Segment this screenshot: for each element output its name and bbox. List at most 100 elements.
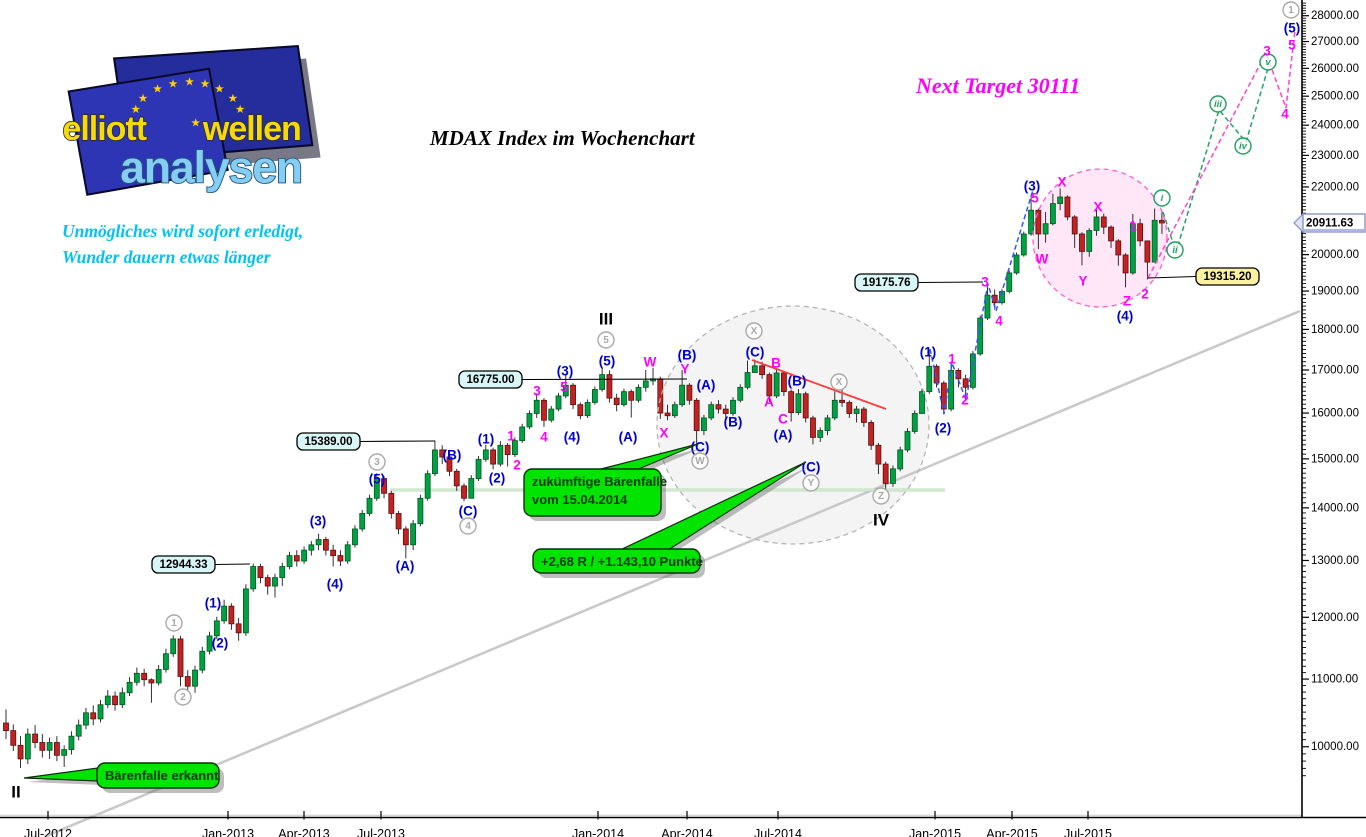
annotation-callout <box>532 548 701 574</box>
wave-label: iv <box>1239 141 1248 152</box>
slogan-line-1: Unmögliches wird sofort erledigt, <box>62 221 304 241</box>
candle <box>213 620 220 637</box>
wave-labels: (1)(2)12II(3)(4)3(5)(A)(B)(C)4(1)(2)1234… <box>11 1 1301 802</box>
candle <box>46 742 53 751</box>
candle <box>562 384 569 397</box>
candle <box>606 374 613 399</box>
candle <box>497 444 504 465</box>
wave-label: (A) <box>396 559 415 574</box>
candle <box>90 712 97 720</box>
wave-label: Z <box>878 491 884 502</box>
candle <box>119 692 126 706</box>
candle <box>1006 272 1013 292</box>
candle <box>32 733 38 743</box>
y-tick-label: 24000.00 <box>1311 120 1359 132</box>
candle <box>591 389 598 403</box>
next-target-label: Next Target 30111 <box>916 73 1081 98</box>
svg-text:★: ★ <box>228 93 238 105</box>
circled-wave-label <box>165 614 183 632</box>
x-tick-label: Jan-2014 <box>572 827 624 837</box>
candle <box>817 430 824 438</box>
circled-wave-label <box>745 322 763 340</box>
wave-label: 5 <box>560 380 568 395</box>
candle <box>410 523 417 546</box>
svg-text:★: ★ <box>138 93 148 105</box>
price-level-text: 19175.76 <box>863 277 911 289</box>
candle <box>875 444 882 465</box>
candle <box>722 408 729 414</box>
candle <box>831 399 838 419</box>
wave-label: 5 <box>603 335 609 346</box>
candle <box>461 485 467 499</box>
wave-label: W <box>695 456 705 467</box>
candle <box>882 463 889 484</box>
wave-label: (A) <box>774 428 793 443</box>
candle <box>984 294 991 319</box>
candle <box>846 402 853 414</box>
wave-label: X <box>659 426 668 441</box>
y-tick-label: 28000.00 <box>1311 10 1359 22</box>
candle <box>1028 209 1034 235</box>
wave-label: 2 <box>961 393 969 408</box>
candle <box>715 404 722 410</box>
wave-label: 1 <box>171 618 177 629</box>
wave-label: 3 <box>981 275 989 290</box>
candle <box>250 566 257 590</box>
candle <box>1042 223 1049 235</box>
annotation-callout <box>96 762 220 789</box>
candle <box>977 317 984 355</box>
candle <box>628 391 635 401</box>
candle <box>897 449 904 470</box>
candle <box>308 544 315 551</box>
candle <box>802 393 809 419</box>
candle <box>860 408 867 423</box>
candle <box>126 681 133 694</box>
wave-label: Y <box>680 362 689 377</box>
y-tick-label: 12000.00 <box>1311 612 1359 624</box>
callout-text: Bärenfalle erkannt <box>105 768 219 783</box>
candle <box>228 605 235 625</box>
candle <box>337 555 344 562</box>
candle <box>642 380 649 388</box>
candle <box>3 722 9 732</box>
wave-label: (B) <box>724 415 743 430</box>
svg-text:★: ★ <box>235 104 245 116</box>
trendline <box>43 309 1301 837</box>
x-tick-label: Apr-2014 <box>661 827 712 837</box>
candle <box>475 458 482 479</box>
candle <box>83 712 89 726</box>
svg-text:★: ★ <box>200 78 210 90</box>
candle <box>890 468 896 484</box>
y-tick-label: 20000.00 <box>1311 249 1359 261</box>
circled-wave-label <box>597 331 615 349</box>
y-tick-label: 14000.00 <box>1311 502 1359 514</box>
candle <box>512 440 518 456</box>
y-tick-label: 26000.00 <box>1311 63 1359 75</box>
price-level-text: 15389.00 <box>305 436 353 448</box>
green-dashed-path <box>1162 64 1270 255</box>
candle <box>1086 230 1093 252</box>
candle <box>933 365 940 384</box>
slogan-line-2: Wunder dauern etwas länger <box>62 247 271 267</box>
logo-word-wellen: wellen <box>202 110 301 148</box>
wave-label: 1 <box>1288 5 1294 16</box>
circled-wave-label <box>1153 189 1171 207</box>
wave-label: (1) <box>205 596 222 611</box>
candle <box>1137 223 1144 242</box>
y-tick-label: 11000.00 <box>1311 674 1358 686</box>
callout-text: vom 15.04.2014 <box>532 492 628 507</box>
circled-wave-label <box>1259 53 1277 71</box>
candle <box>286 555 293 567</box>
wave-label: X <box>836 377 843 388</box>
candle <box>671 404 678 417</box>
candle <box>1144 240 1151 263</box>
candle <box>766 374 773 397</box>
wave-label: 1 <box>948 352 956 367</box>
candle <box>301 549 307 562</box>
wave-label: 4 <box>540 430 548 445</box>
wave-label: (5) <box>1284 21 1301 36</box>
candle <box>911 413 918 432</box>
wave-label: (5) <box>369 472 386 487</box>
wave-label: v <box>1265 57 1271 68</box>
